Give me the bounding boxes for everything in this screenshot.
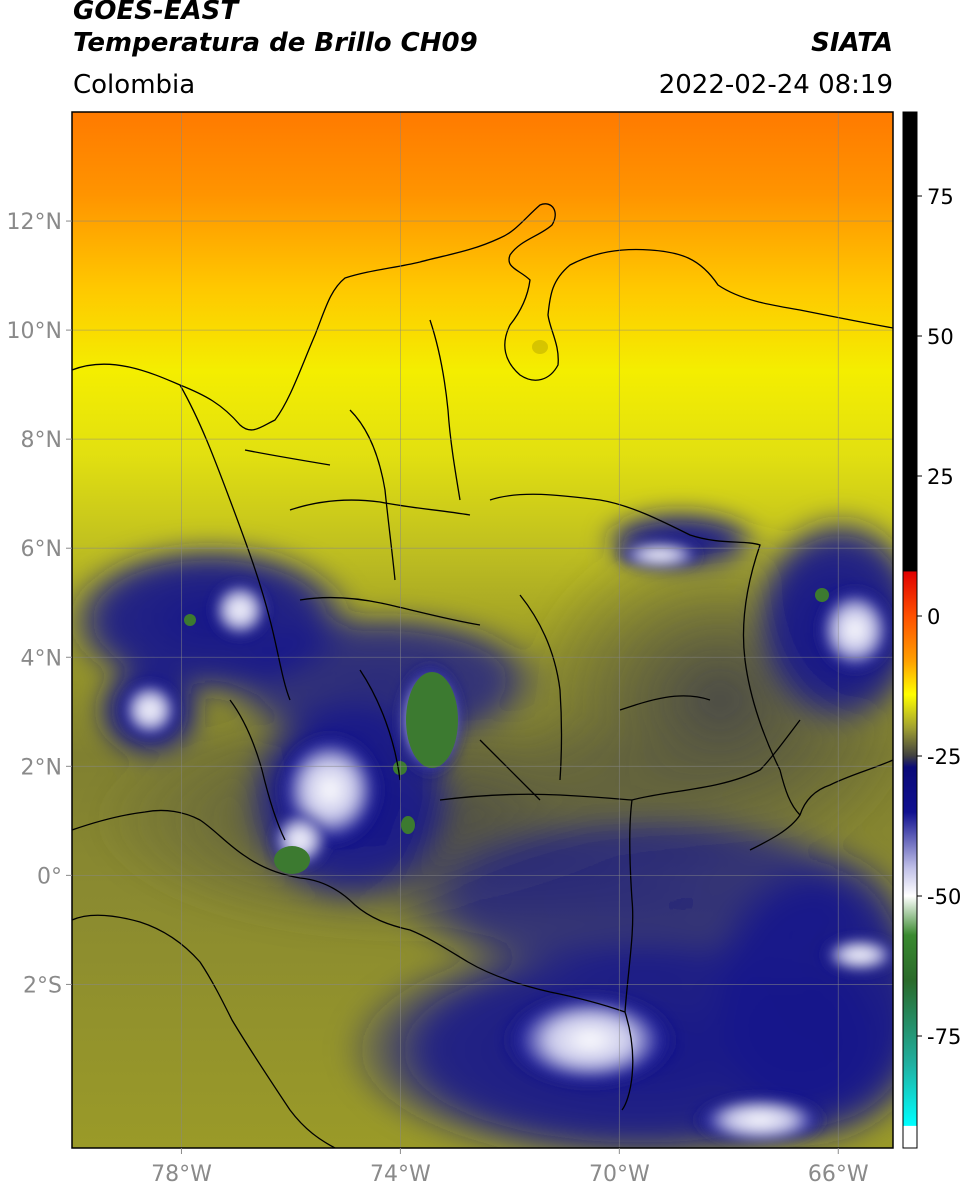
organization-label: SIATA bbox=[811, 28, 893, 58]
colorbar-tick-label: 75 bbox=[927, 185, 954, 209]
colorbar-tick-label: 25 bbox=[927, 465, 954, 489]
colorbar-tick-label: 0 bbox=[927, 605, 940, 629]
cold-cloud-tops bbox=[184, 340, 829, 874]
colorbar-tick-label: -50 bbox=[927, 885, 961, 909]
lat-tick-labels: 12°N 10°N 8°N 6°N 4°N 2°N 0° 2°S bbox=[7, 210, 72, 998]
region-label: Colombia bbox=[73, 70, 196, 100]
channel-title: Temperatura de Brillo CH09 bbox=[73, 28, 478, 58]
lat-tick-label: 2°N bbox=[21, 755, 62, 780]
colorbar-tick-label: -25 bbox=[927, 745, 961, 769]
lat-tick-label: 12°N bbox=[7, 210, 62, 235]
lat-tick-label: 8°N bbox=[21, 428, 62, 453]
colorbar bbox=[902, 111, 918, 1149]
colorbar-tick-label: 50 bbox=[927, 325, 954, 349]
country-borders bbox=[72, 203, 893, 1148]
map-frame bbox=[71, 111, 894, 1149]
lon-tick-label: 66°W bbox=[808, 1162, 869, 1187]
lon-tick-labels: 78°W 74°W 70°W 66°W bbox=[151, 1148, 869, 1187]
lon-tick-label: 70°W bbox=[589, 1162, 650, 1187]
lon-tick-label: 74°W bbox=[370, 1162, 431, 1187]
lat-tick-label: 6°N bbox=[21, 537, 62, 562]
lon-tick-label: 78°W bbox=[151, 1162, 212, 1187]
lat-tick-label: 10°N bbox=[7, 319, 62, 344]
lat-gridlines bbox=[72, 220, 893, 985]
lon-gridlines bbox=[181, 112, 839, 1148]
lat-tick-label: 4°N bbox=[21, 646, 62, 671]
colorbar-tick-label: -75 bbox=[927, 1025, 961, 1049]
colorbar-ticks: 75 50 25 0 -25 -50 -75 bbox=[917, 185, 961, 1049]
timestamp-label: 2022-02-24 08:19 bbox=[658, 70, 893, 100]
lat-tick-label: 0° bbox=[37, 864, 62, 889]
lat-tick-label: 2°S bbox=[23, 973, 62, 998]
product-title: GOES-EAST bbox=[73, 0, 239, 26]
